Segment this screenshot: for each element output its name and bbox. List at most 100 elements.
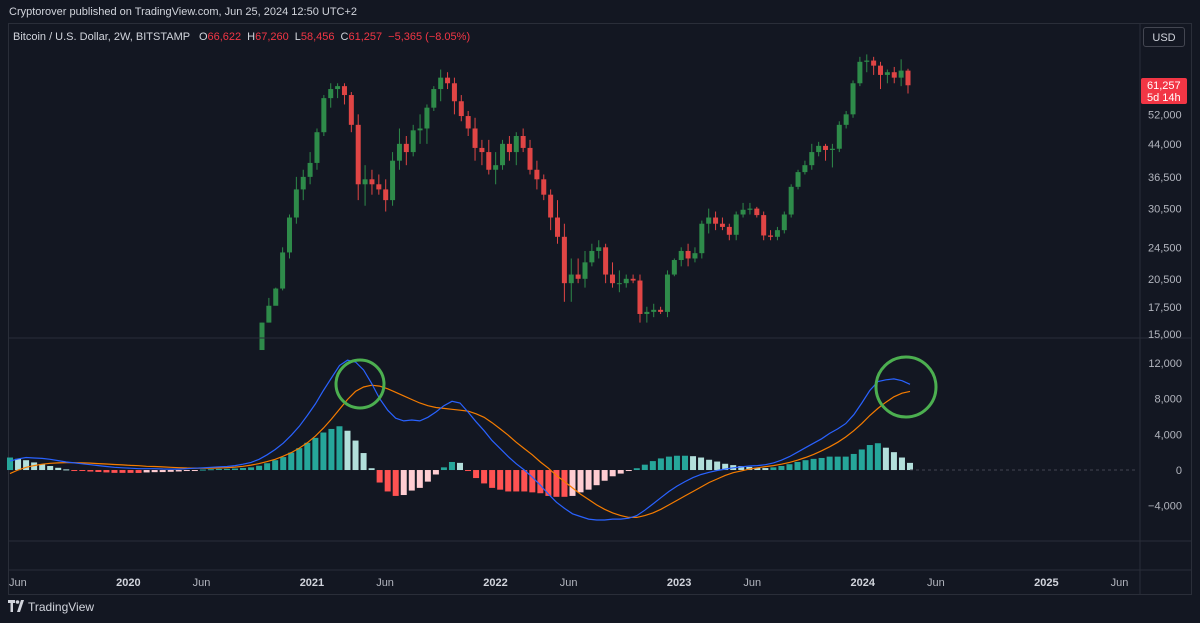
candle bbox=[451, 77, 457, 115]
candle-body bbox=[527, 147, 533, 170]
candle-body bbox=[568, 274, 574, 284]
histogram-bar bbox=[71, 470, 78, 472]
candle bbox=[335, 83, 341, 99]
candle-body bbox=[857, 61, 863, 84]
candle bbox=[774, 226, 780, 241]
price-tick-label: 30,500 bbox=[1148, 204, 1182, 216]
candle-body bbox=[747, 208, 753, 210]
histogram-bar bbox=[336, 426, 343, 471]
candle bbox=[376, 174, 382, 195]
macd-tick-label: 4,000 bbox=[1154, 429, 1182, 441]
time-tick-label: Jun bbox=[560, 577, 578, 589]
histogram-bar bbox=[304, 442, 311, 471]
candle-body bbox=[390, 160, 396, 201]
candle bbox=[390, 152, 396, 206]
candle-body bbox=[898, 70, 904, 78]
candle bbox=[568, 258, 574, 302]
candle bbox=[664, 270, 670, 318]
histogram-bar bbox=[328, 428, 335, 471]
histogram-bar bbox=[465, 470, 472, 472]
candle bbox=[671, 258, 677, 277]
histogram-bar bbox=[256, 465, 263, 471]
candle bbox=[623, 274, 629, 288]
time-tick-label: 2024 bbox=[851, 577, 876, 589]
candle bbox=[685, 243, 691, 267]
candle-body bbox=[589, 250, 595, 263]
candle bbox=[458, 95, 464, 122]
candle bbox=[500, 139, 506, 170]
candle bbox=[630, 274, 636, 284]
candle-body bbox=[362, 179, 368, 185]
symbol-legend: Bitcoin / U.S. Dollar, 2W, BITSTAMP O66,… bbox=[13, 31, 476, 43]
candle-body bbox=[341, 86, 347, 96]
candle-body bbox=[328, 89, 334, 99]
candle-body bbox=[431, 89, 437, 108]
candle-body bbox=[843, 114, 849, 125]
candle bbox=[719, 217, 725, 231]
candle-body bbox=[774, 230, 780, 237]
candle-body bbox=[658, 309, 664, 312]
candle bbox=[596, 240, 602, 259]
published-line: Cryptorover published on TradingView.com… bbox=[9, 6, 358, 18]
low-value: 58,456 bbox=[300, 31, 335, 43]
candle bbox=[341, 83, 347, 105]
histogram-bar bbox=[7, 457, 13, 471]
candle-body bbox=[355, 124, 361, 185]
footer-brand-label: TradingView bbox=[28, 600, 95, 614]
candle bbox=[321, 95, 327, 137]
candle bbox=[713, 211, 719, 231]
candle bbox=[506, 136, 512, 161]
histogram-bar bbox=[183, 470, 190, 472]
candle bbox=[582, 250, 588, 288]
candle-body bbox=[280, 252, 286, 289]
candle bbox=[293, 176, 299, 224]
candle bbox=[864, 54, 870, 73]
candle-body bbox=[259, 322, 265, 351]
candle bbox=[850, 80, 856, 118]
histogram-bar bbox=[850, 453, 857, 471]
candle bbox=[706, 208, 712, 234]
candle-body bbox=[884, 72, 890, 75]
chart-frame bbox=[8, 23, 1192, 595]
candle-body bbox=[692, 253, 698, 259]
histogram-bar bbox=[882, 447, 889, 471]
symbol-title[interactable]: Bitcoin / U.S. Dollar, 2W, BITSTAMP bbox=[13, 31, 190, 43]
histogram-bar bbox=[55, 467, 62, 471]
candle bbox=[898, 59, 904, 87]
histogram-bar bbox=[288, 452, 295, 471]
macd-axis: 12,000 8,000 4,000 0 −4,000 bbox=[1148, 358, 1182, 513]
candle bbox=[314, 128, 320, 170]
footer-brand[interactable]: TradingView bbox=[8, 600, 94, 615]
candle bbox=[438, 69, 444, 102]
candle bbox=[355, 114, 361, 201]
histogram-bar bbox=[754, 467, 761, 471]
candle-body bbox=[555, 217, 561, 237]
histogram-bar bbox=[489, 470, 496, 488]
currency-button[interactable]: USD bbox=[1143, 27, 1185, 47]
candles-layer bbox=[259, 54, 911, 351]
histogram-bar bbox=[513, 470, 520, 492]
candle bbox=[857, 56, 863, 87]
candle bbox=[637, 274, 643, 323]
histogram-bar bbox=[448, 461, 455, 471]
candle-body bbox=[500, 143, 506, 166]
candle-body bbox=[713, 217, 719, 224]
candle bbox=[761, 211, 767, 241]
candle bbox=[431, 86, 437, 111]
change-value: −5,365 (−8.05%) bbox=[388, 31, 471, 43]
candle-body bbox=[335, 86, 341, 90]
candle-body bbox=[706, 217, 712, 224]
candle-body bbox=[719, 223, 725, 227]
histogram-bar bbox=[585, 470, 592, 490]
candle-body bbox=[479, 147, 485, 153]
price-tag-price: 61,257 bbox=[1147, 80, 1181, 92]
candle bbox=[829, 143, 835, 168]
candle bbox=[300, 169, 306, 201]
candle bbox=[589, 243, 595, 267]
histogram-bar bbox=[111, 470, 118, 473]
high-value: 67,260 bbox=[255, 31, 289, 43]
candle bbox=[273, 287, 279, 306]
histogram-bar bbox=[794, 461, 801, 471]
histogram-bar bbox=[207, 469, 214, 471]
